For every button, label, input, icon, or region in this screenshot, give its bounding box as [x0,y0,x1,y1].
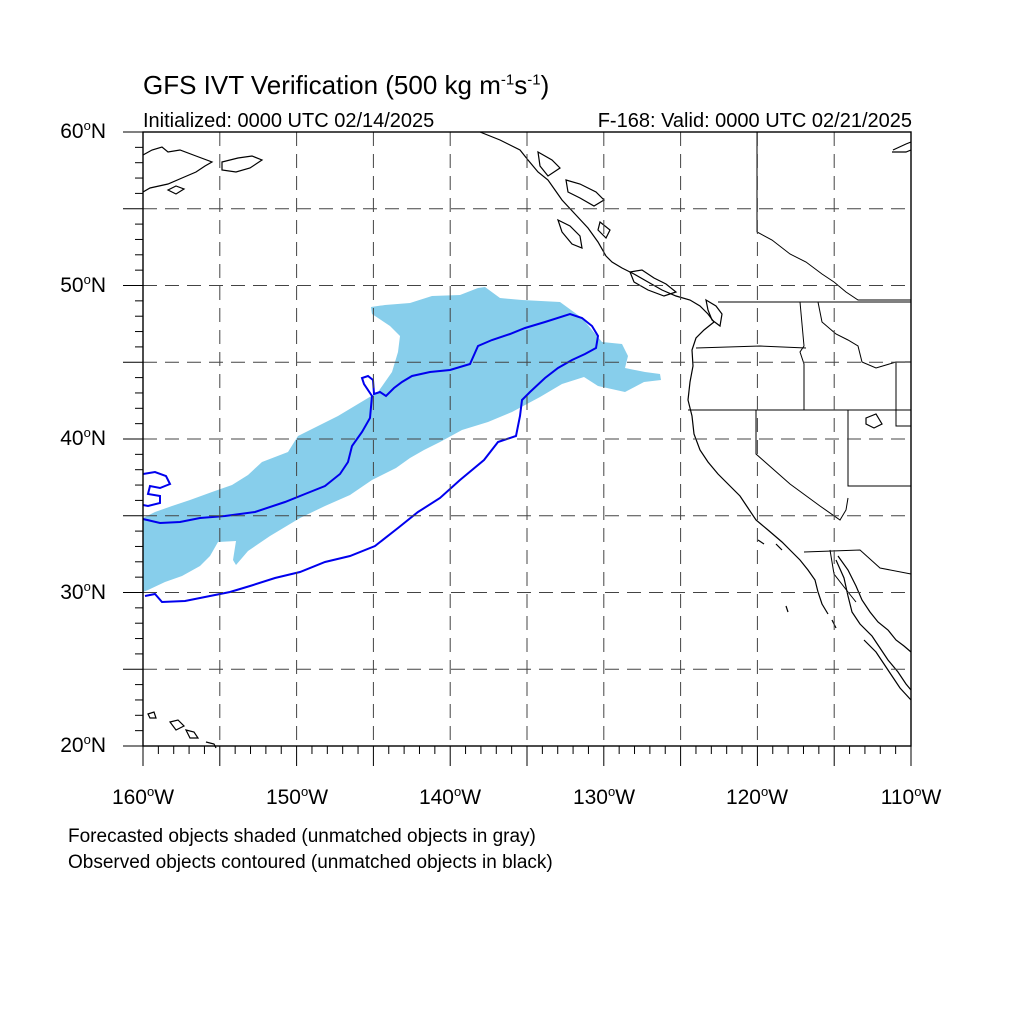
observed-contour-inner [142,312,600,604]
lat-label-30: 30oN [60,579,106,604]
footnote-observed: Observed objects contoured (unmatched ob… [68,852,553,873]
coastlines [142,131,912,749]
lat-label-20: 20oN [60,732,106,757]
observed-contour-small [142,470,172,508]
political-boundaries [688,132,912,603]
lon-label-120w: 120oW [725,784,789,809]
footnote-forecast: Forecasted objects shaded (unmatched obj… [68,826,536,847]
lon-label-150w: 150oW [265,784,329,809]
lon-label-110w: 110oW [880,784,942,809]
lon-label-160w: 160oW [111,784,175,809]
axis-ticks [123,131,912,766]
forecast-object-shaded [143,287,661,592]
gridlines [143,132,911,746]
lat-label-50: 50oN [60,272,106,297]
lat-label-60: 60oN [60,118,106,143]
chart-title: GFS IVT Verification (500 kg m-1s-1) [143,70,550,100]
lat-label-40: 40oN [60,425,106,450]
init-time-label: Initialized: 0000 UTC 02/14/2025 [143,110,435,132]
valid-time-label: F-168: Valid: 0000 UTC 02/21/2025 [597,110,912,132]
lon-label-140w: 140oW [418,784,482,809]
lon-label-130w: 130oW [572,784,636,809]
